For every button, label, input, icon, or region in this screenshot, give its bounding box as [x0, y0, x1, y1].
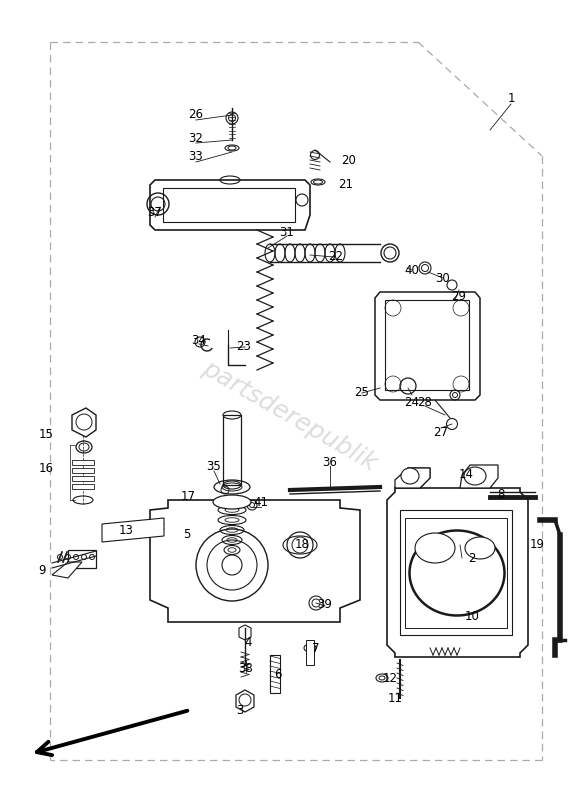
Text: 37: 37 [147, 206, 162, 219]
Polygon shape [395, 468, 430, 488]
Bar [385, 300, 469, 390]
Polygon shape [102, 518, 164, 542]
Ellipse shape [415, 533, 455, 563]
Text: 10: 10 [465, 610, 479, 623]
Text: 25: 25 [354, 386, 369, 399]
Text: 38: 38 [239, 662, 253, 674]
Text: 7: 7 [312, 642, 320, 654]
Text: 36: 36 [323, 455, 338, 469]
Text: 6: 6 [274, 669, 281, 682]
Text: 12: 12 [383, 671, 398, 685]
Text: 28: 28 [417, 395, 432, 409]
Polygon shape [150, 500, 360, 622]
Polygon shape [150, 180, 310, 230]
Bar [400, 510, 512, 635]
Polygon shape [72, 408, 96, 437]
Ellipse shape [213, 495, 251, 509]
Text: 40: 40 [405, 263, 420, 277]
Polygon shape [460, 465, 498, 488]
Text: 2: 2 [468, 551, 476, 565]
Text: 4: 4 [244, 637, 252, 650]
Text: 17: 17 [180, 490, 195, 503]
Text: 41: 41 [254, 497, 269, 510]
Text: 15: 15 [39, 429, 53, 442]
Polygon shape [239, 625, 251, 640]
Text: 11: 11 [387, 691, 402, 705]
Text: 23: 23 [236, 341, 251, 354]
Text: 1: 1 [507, 91, 515, 105]
Bar [270, 655, 280, 693]
Polygon shape [236, 690, 254, 712]
Text: 24: 24 [405, 395, 420, 409]
Bar [163, 188, 295, 222]
Bar [68, 550, 96, 568]
Bar [72, 484, 94, 489]
Bar [72, 476, 94, 481]
Text: 5: 5 [183, 529, 191, 542]
Polygon shape [387, 488, 528, 657]
Text: 20: 20 [342, 154, 357, 166]
Text: partsderepublik: partsderepublik [198, 356, 380, 476]
Text: 31: 31 [280, 226, 294, 238]
Text: 29: 29 [451, 290, 466, 302]
Polygon shape [52, 562, 82, 578]
Text: 8: 8 [497, 489, 505, 502]
Bar [405, 518, 507, 628]
Text: 26: 26 [188, 109, 203, 122]
Polygon shape [375, 292, 480, 400]
Text: 34: 34 [191, 334, 206, 346]
Text: 19: 19 [529, 538, 544, 551]
Ellipse shape [464, 467, 486, 485]
Text: 3: 3 [236, 703, 244, 717]
Text: 18: 18 [295, 538, 309, 551]
Text: 16: 16 [39, 462, 54, 474]
Bar [72, 468, 94, 473]
Text: 27: 27 [434, 426, 449, 438]
Polygon shape [395, 468, 430, 488]
Bar [306, 640, 314, 665]
Text: 22: 22 [328, 250, 343, 263]
Text: 13: 13 [118, 523, 134, 537]
Text: 32: 32 [188, 131, 203, 145]
Text: 35: 35 [206, 461, 221, 474]
Text: 9: 9 [38, 563, 46, 577]
Bar [72, 460, 94, 465]
Text: 39: 39 [317, 598, 332, 610]
Text: 30: 30 [436, 271, 450, 285]
Ellipse shape [465, 537, 495, 559]
Bar [223, 415, 241, 485]
Ellipse shape [401, 468, 419, 484]
Text: 14: 14 [458, 469, 473, 482]
Text: 33: 33 [188, 150, 203, 163]
Text: 21: 21 [339, 178, 354, 190]
